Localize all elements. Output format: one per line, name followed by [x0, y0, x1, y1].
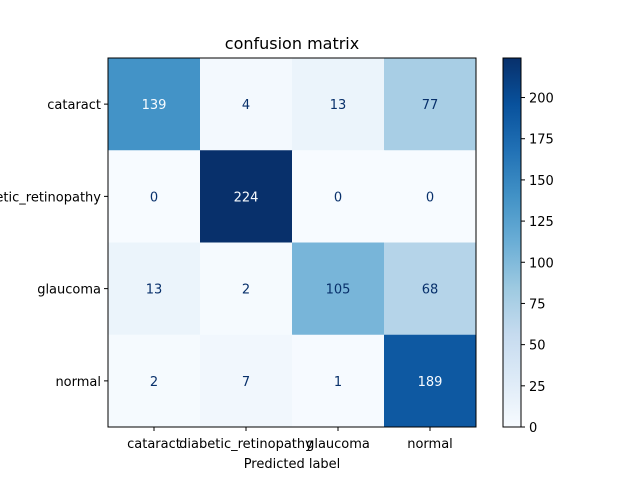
heatmap-cell: [200, 334, 293, 428]
heatmap-cell: [292, 58, 385, 151]
colorbar-tick-label: 50: [529, 339, 546, 354]
heatmap-cell: [200, 242, 293, 336]
x-tick-label: diabetic_retinopathy: [179, 437, 313, 452]
y-tick-label: glaucoma: [37, 283, 101, 298]
heatmap-cell: [292, 334, 385, 428]
x-tick-label: normal: [407, 437, 453, 452]
heatmap-cell: [384, 334, 477, 428]
cell-value: 2: [150, 375, 158, 390]
colorbar-tick-label: 200: [529, 92, 554, 107]
cell-value: 1: [334, 375, 342, 390]
x-tick-label: glaucoma: [306, 437, 370, 452]
colorbar-ticks: 0 25 50 75 100 125 150 175 200: [521, 92, 554, 436]
cell-value: 13: [330, 98, 347, 113]
cell-value: 139: [142, 98, 167, 113]
colorbar-tick-label: 25: [529, 380, 546, 395]
heatmap-cell: [108, 242, 201, 336]
heatmap-cells: [108, 58, 477, 428]
heatmap-cell: [108, 150, 201, 243]
colorbar-tick-label: 150: [529, 174, 554, 189]
heatmap-cell: [384, 242, 477, 336]
cell-value: 0: [334, 190, 342, 205]
x-axis-label: Predicted label: [244, 457, 341, 472]
plot-frame: [107, 57, 477, 428]
chart-title: confusion matrix: [225, 34, 359, 53]
cell-value: 0: [150, 190, 158, 205]
cell-value: 0: [426, 190, 434, 205]
colorbar-tick-label: 75: [529, 297, 546, 312]
cell-value: 2: [242, 283, 250, 298]
colorbar: [502, 57, 522, 428]
heatmap-cell: [292, 242, 385, 336]
colorbar-tick-label: 100: [529, 256, 554, 271]
heatmap-cell: [384, 58, 477, 151]
heatmap-cell: [108, 58, 201, 151]
cell-value: 13: [146, 283, 163, 298]
cell-value: 4: [242, 98, 250, 113]
cell-value: 105: [326, 283, 351, 298]
y-tick-label: normal: [55, 375, 101, 390]
cell-value: 224: [234, 190, 259, 205]
y-tick-label: diabetic_retinopathy: [0, 190, 101, 205]
cell-value: 189: [418, 375, 443, 390]
colorbar-tick-label: 125: [529, 215, 554, 230]
heatmap-cell: [200, 58, 293, 151]
cell-value: 68: [422, 283, 439, 298]
heatmap-cell: [108, 334, 201, 428]
colorbar-tick-label: 0: [529, 421, 537, 436]
y-axis-ticks: cataract diabetic_retinopathy glaucoma norm…: [0, 98, 108, 390]
cell-value: 7: [242, 375, 250, 390]
heatmap-cell: [200, 150, 293, 243]
y-tick-label: cataract: [47, 98, 101, 113]
heatmap-cell-labels: 139 4 13 77 0 224 0 0 13 2 105 68 2 7 1 189: [142, 98, 443, 390]
heatmap-cell: [292, 150, 385, 243]
cell-value: 77: [422, 98, 439, 113]
heatmap-cell: [384, 150, 477, 243]
colorbar-tick-label: 175: [529, 133, 554, 148]
x-tick-label: cataract: [127, 437, 181, 452]
